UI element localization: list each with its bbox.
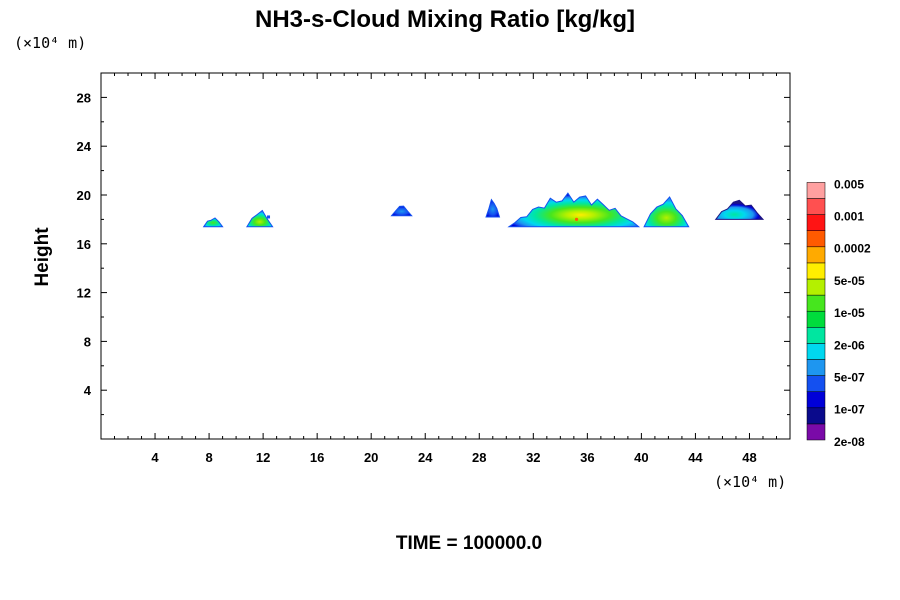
colorbar-label: 2e-06 — [834, 338, 865, 352]
cloud-core — [574, 217, 579, 221]
cloud-speck — [267, 215, 271, 219]
colorbar-label: 0.001 — [834, 210, 864, 224]
cloud-region — [485, 198, 501, 218]
colorbar-cell — [806, 246, 826, 264]
colorbar-label: 2e-08 — [834, 435, 865, 449]
colorbar-label: 5e-07 — [834, 371, 865, 385]
y-tick-label: 24 — [77, 139, 92, 154]
y-tick-label: 4 — [84, 383, 92, 398]
colorbar-label: 1e-07 — [834, 403, 865, 417]
colorbar-cell — [806, 359, 826, 376]
colorbar-cell — [806, 278, 826, 296]
x-tick-label: 36 — [580, 450, 594, 465]
x-unit-label: (×10⁴ m) — [714, 473, 786, 491]
cloud-region — [202, 217, 224, 228]
x-tick-label: 44 — [688, 450, 703, 465]
colorbar-label: 1e-05 — [834, 306, 865, 320]
y-tick-label: 20 — [77, 188, 91, 203]
colorbar-label: 0.005 — [834, 177, 864, 191]
y-unit-label: (×10⁴ m) — [14, 34, 86, 52]
x-tick-label: 4 — [151, 450, 159, 465]
cloud-region — [643, 196, 690, 228]
colorbar-cell — [806, 423, 826, 441]
colorbar-cell — [806, 182, 826, 199]
y-tick-label: 28 — [77, 90, 91, 105]
colorbar-cell — [806, 230, 826, 248]
cloud-field — [202, 192, 765, 228]
cloud-region — [246, 209, 274, 228]
colorbar-label: 5e-05 — [834, 274, 865, 288]
colorbar-cell — [806, 327, 826, 344]
colorbar: 2e-08 1e-07 5e-07 2e-06 1e-05 5e-05 0.0002 0.00… — [806, 177, 871, 449]
colorbar-cell — [806, 343, 826, 360]
x-tick-label: 16 — [310, 450, 324, 465]
x-tick-label: 12 — [256, 450, 270, 465]
x-tick-label: 48 — [742, 450, 756, 465]
x-tick-label: 32 — [526, 450, 540, 465]
y-tick-label: 12 — [77, 286, 91, 301]
x-tick-label: 20 — [364, 450, 378, 465]
cloud-region — [390, 205, 413, 217]
colorbar-cell — [806, 391, 826, 409]
x-tick-label: 8 — [205, 450, 212, 465]
colorbar-cell — [806, 310, 826, 328]
time-label: TIME = 100000.0 — [396, 533, 542, 554]
plot-frame — [100, 72, 791, 440]
colorbar-label: 0.0002 — [834, 242, 871, 256]
colorbar-cell — [806, 407, 826, 425]
cloud-region — [507, 192, 641, 228]
x-tick-label: 28 — [472, 450, 486, 465]
y-tick-label: 8 — [84, 334, 91, 349]
colorbar-cell — [806, 214, 826, 231]
colorbar-cell — [806, 375, 826, 392]
cloud-region — [714, 199, 765, 220]
y-tick-label: 16 — [77, 237, 91, 252]
colorbar-cell — [806, 294, 826, 312]
x-tick-label: 40 — [634, 450, 648, 465]
x-tick-label: 24 — [418, 450, 433, 465]
colorbar-cell — [806, 198, 826, 215]
y-axis-label: Height — [32, 227, 53, 287]
colorbar-cell — [806, 262, 826, 280]
chart-title: NH3-s-Cloud Mixing Ratio [kg/kg] — [255, 6, 635, 33]
